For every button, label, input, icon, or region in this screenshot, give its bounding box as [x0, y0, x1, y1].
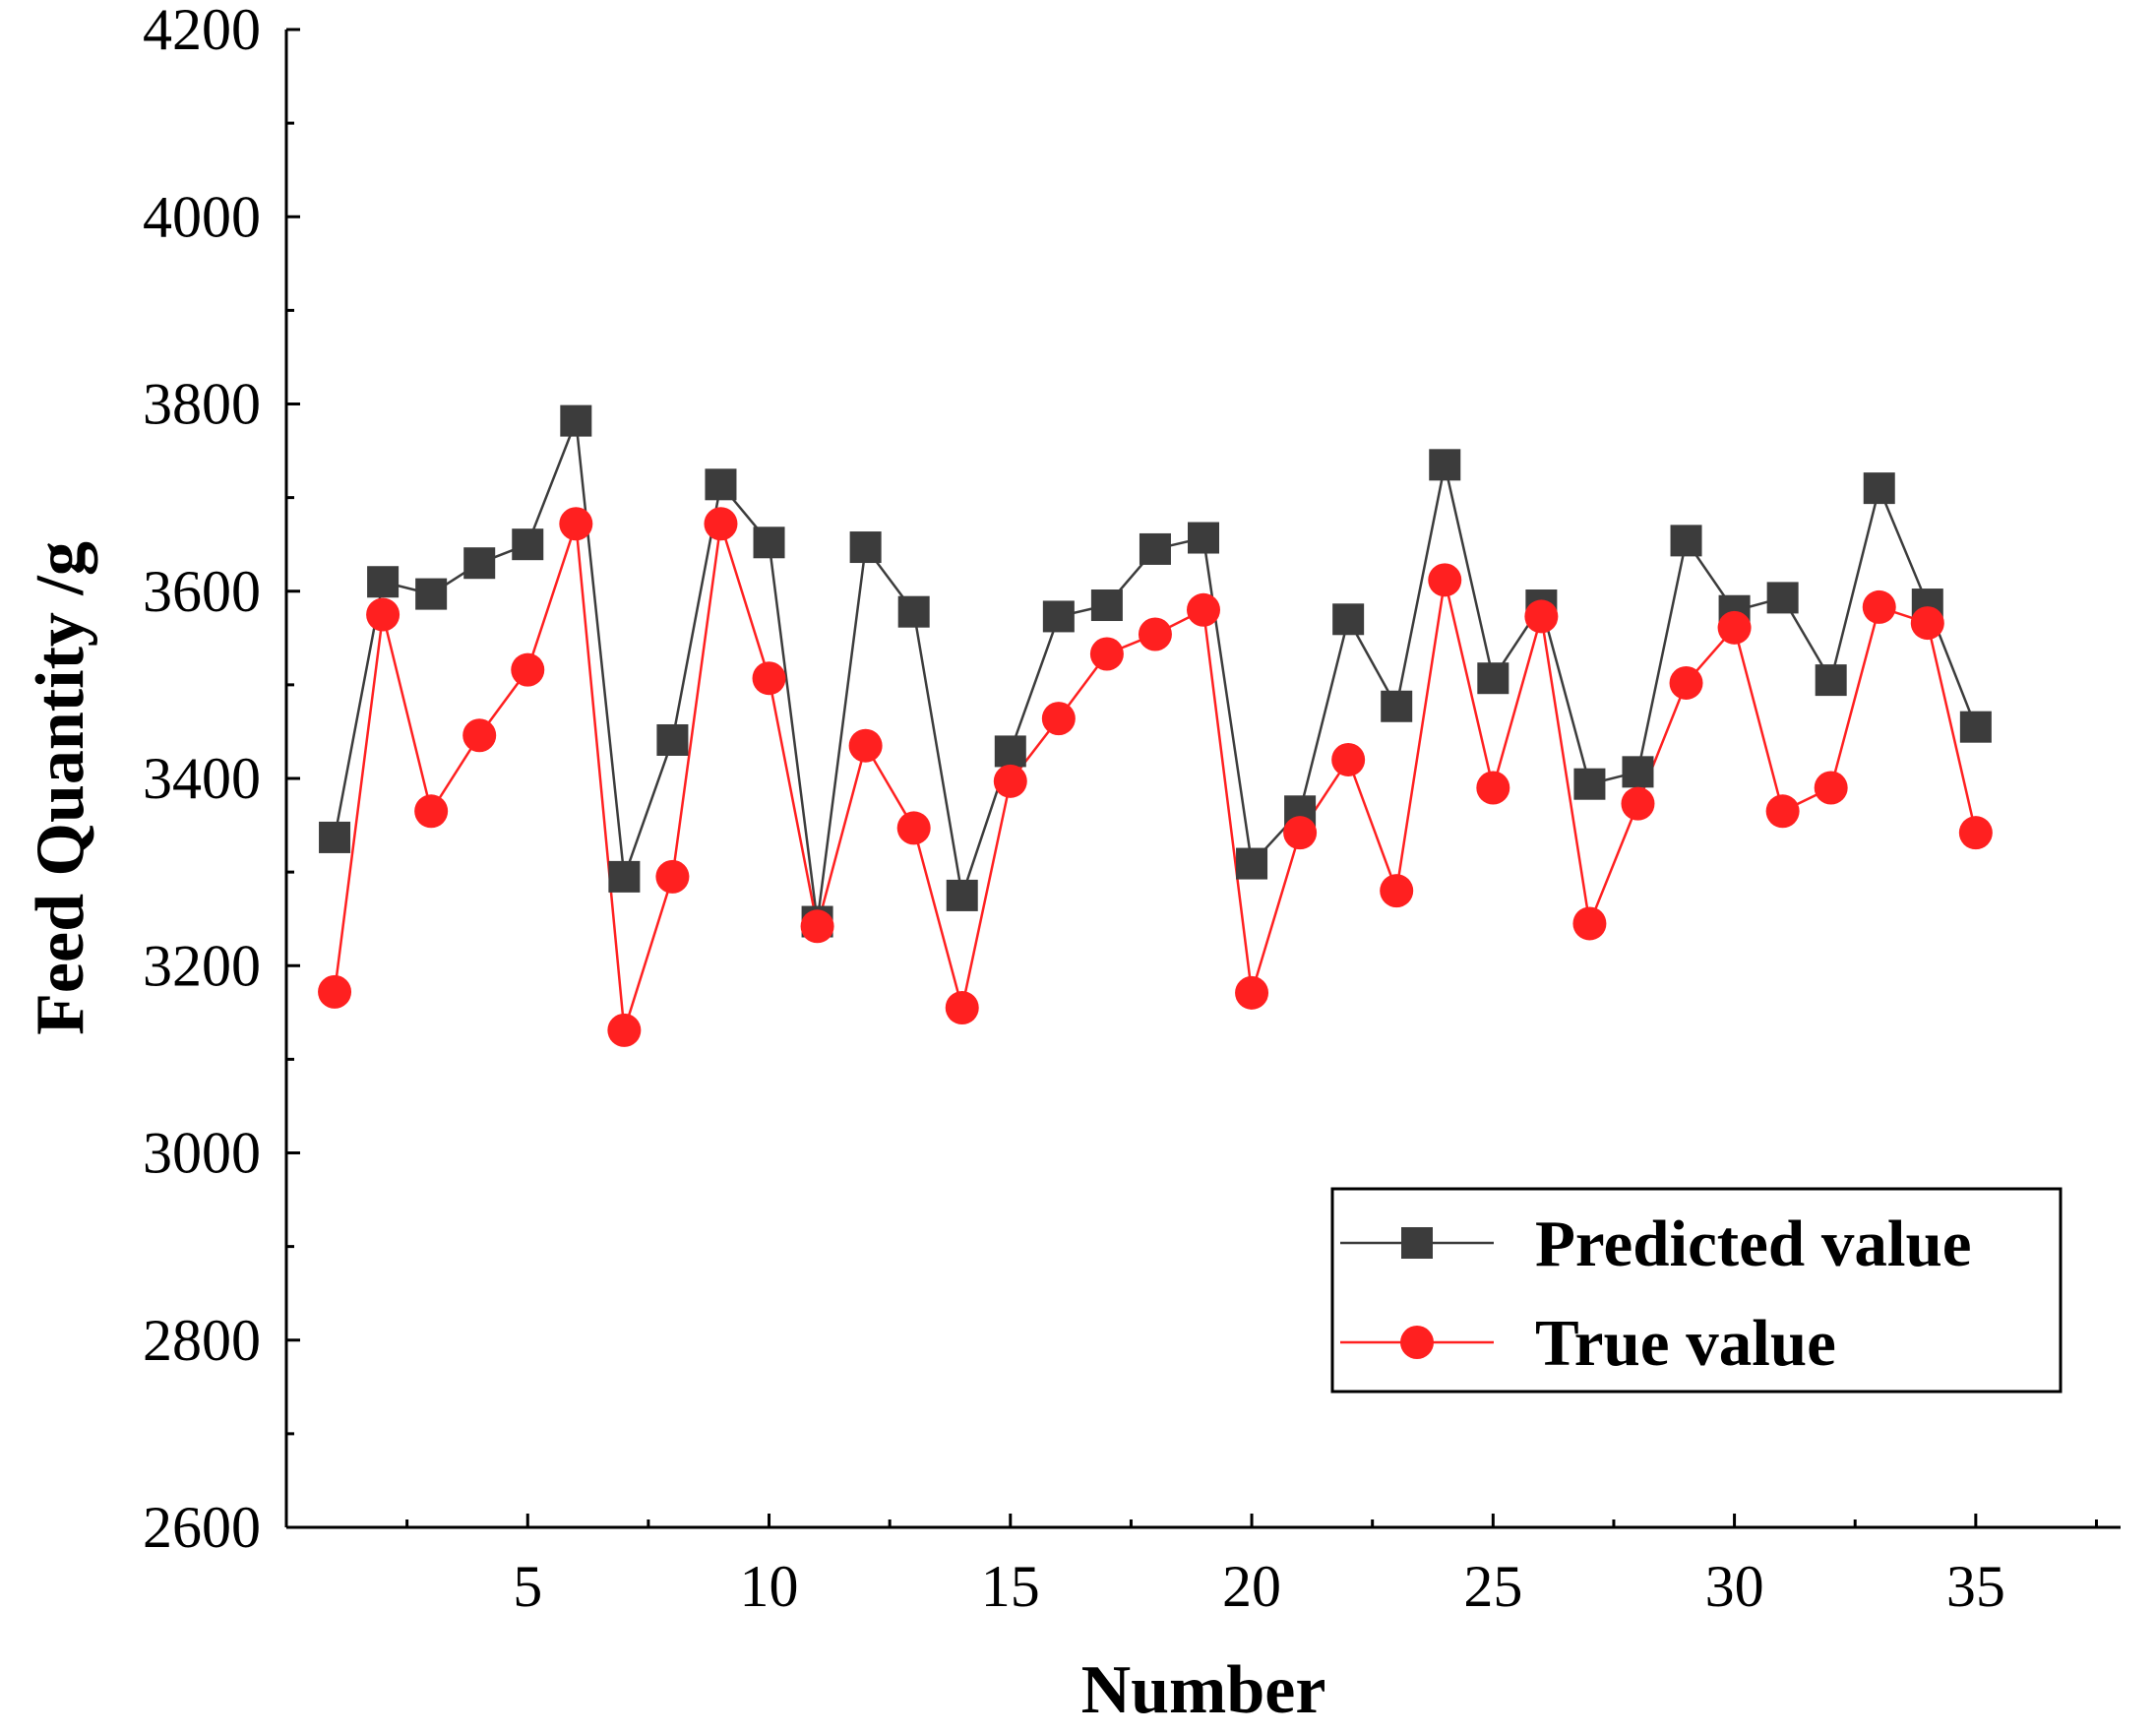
- predicted-point: [994, 735, 1026, 768]
- true-point: [1524, 599, 1559, 634]
- true-point: [1572, 906, 1607, 941]
- axes: 2600 2800 3000 3200 3400 3600 3800 4000 4200 5 10 1…: [143, 0, 2121, 1619]
- legend-circle-marker: [1400, 1326, 1434, 1359]
- legend-label: True value: [1535, 1307, 1836, 1380]
- true-point: [318, 974, 352, 1009]
- y-tick-label: 3600: [143, 559, 261, 624]
- true-point: [704, 507, 738, 541]
- predicted-point: [946, 879, 978, 911]
- predicted-point: [1332, 603, 1365, 636]
- legend: Predicted value True value: [1330, 1187, 2063, 1394]
- true-point: [1235, 975, 1269, 1010]
- predicted-point: [1863, 472, 1895, 505]
- predicted-point: [1815, 664, 1847, 697]
- y-tick-label: 3800: [143, 372, 261, 437]
- predicted-point: [1090, 589, 1123, 622]
- predicted-point: [1959, 711, 1992, 743]
- true-point: [366, 597, 400, 632]
- legend-label: Predicted value: [1535, 1208, 1971, 1280]
- x-tick-label: 35: [1946, 1554, 2005, 1619]
- legend-box: [1330, 1187, 2063, 1394]
- predicted-point: [1139, 532, 1171, 565]
- predicted-point: [1188, 522, 1219, 554]
- y-tick-label: 2800: [143, 1308, 261, 1373]
- true-point: [800, 909, 834, 944]
- predicted-point: [319, 821, 351, 853]
- predicted-point: [656, 723, 689, 756]
- predicted-point: [1573, 768, 1606, 800]
- predicted-point: [1042, 600, 1075, 633]
- true-point: [1814, 771, 1848, 805]
- x-tick-label: 15: [981, 1554, 1040, 1619]
- true-point: [1380, 874, 1414, 908]
- legend-square-marker: [1401, 1227, 1433, 1259]
- y-tick-label: 3200: [143, 933, 261, 998]
- true-point: [1717, 610, 1752, 645]
- y-axis-title: Feed Quantity /g: [23, 541, 98, 1035]
- y-tick-label: 3400: [143, 746, 261, 811]
- predicted-point: [1670, 525, 1702, 557]
- predicted-point: [1429, 449, 1461, 481]
- predicted-point: [753, 527, 785, 559]
- true-point: [559, 507, 593, 541]
- true-point: [752, 661, 786, 696]
- predicted-point: [1477, 662, 1509, 695]
- predicted-point: [560, 404, 592, 437]
- series-line: [333, 420, 1978, 922]
- true-point: [848, 728, 883, 763]
- true-point: [1138, 617, 1172, 651]
- true-point: [1862, 589, 1896, 624]
- true-point: [1187, 592, 1220, 627]
- true-point: [1476, 771, 1510, 805]
- x-tick-label: 10: [740, 1554, 799, 1619]
- predicted-point: [849, 531, 882, 564]
- true-point: [1089, 637, 1124, 671]
- x-tick-label: 25: [1463, 1554, 1522, 1619]
- true-point: [1428, 563, 1462, 597]
- y-tick-label: 4200: [143, 0, 261, 62]
- true-point: [1910, 606, 1944, 641]
- predicted-point: [1622, 756, 1654, 788]
- y-tick-label: 2600: [143, 1495, 261, 1560]
- true-point: [607, 1013, 642, 1047]
- predicted-point: [512, 528, 544, 561]
- predicted-point: [1766, 582, 1799, 614]
- predicted-point: [705, 468, 737, 501]
- predicted-point: [463, 547, 496, 580]
- true-point: [1283, 816, 1318, 850]
- y-tick-label: 4000: [143, 184, 261, 249]
- true-point: [1331, 742, 1366, 776]
- x-tick-label: 20: [1222, 1554, 1281, 1619]
- true-point: [511, 652, 545, 687]
- true-point: [414, 794, 449, 829]
- true-point: [945, 991, 979, 1025]
- true-point: [1669, 665, 1703, 700]
- true-point: [1041, 702, 1076, 736]
- true-point: [993, 764, 1027, 798]
- x-tick-label: 5: [513, 1554, 542, 1619]
- y-tick-label: 3000: [143, 1121, 261, 1186]
- x-tick-label: 30: [1705, 1554, 1764, 1619]
- predicted-point: [608, 860, 641, 893]
- true-point: [655, 859, 690, 894]
- predicted-point: [897, 595, 930, 628]
- series-markers: [318, 404, 1993, 1047]
- predicted-point: [1236, 847, 1268, 880]
- true-point: [1958, 816, 1993, 850]
- true-point: [1621, 786, 1655, 821]
- predicted-point: [1381, 690, 1413, 722]
- x-axis-title: Number: [1081, 1652, 1326, 1728]
- predicted-point: [367, 566, 400, 598]
- true-point: [462, 718, 497, 753]
- true-point: [1765, 794, 1800, 829]
- predicted-point: [415, 578, 448, 610]
- true-point: [896, 811, 931, 845]
